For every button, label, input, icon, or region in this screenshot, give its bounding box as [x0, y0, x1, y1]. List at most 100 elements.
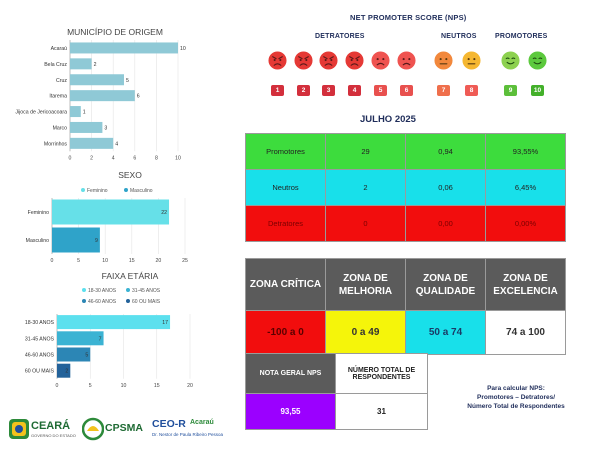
legend-label: 18-30 ANOS	[88, 288, 117, 294]
zone-range: 74 a 100	[485, 310, 566, 355]
x-tick-label: 20	[187, 383, 193, 389]
neutral-face-icon	[434, 51, 453, 70]
results-cell-ratio: 0,94	[405, 133, 486, 170]
cpsma-emblem-icon	[82, 417, 104, 441]
category-label: 18-30 ANOS	[25, 320, 55, 326]
data-label: 1	[83, 110, 86, 116]
zone-range: 0 a 49	[325, 310, 406, 355]
results-row: Detratores 0 0,00 0,00%	[245, 205, 566, 242]
bar	[52, 227, 100, 253]
legend-swatch	[81, 188, 85, 192]
zones-table: ZONA CRÍTICA ZONA DE MELHORIA ZONA DE QUAL…	[245, 258, 566, 355]
results-cell-percent: 93,55%	[485, 133, 566, 170]
ceo-logo-city: Acaraú	[190, 419, 214, 426]
legend-swatch	[82, 299, 86, 303]
nota-label: NOTA GERAL NPS	[245, 353, 336, 394]
bar	[57, 363, 71, 378]
x-tick-label: 10	[175, 155, 181, 161]
formula-line-1: Para calcular NPS:	[487, 385, 545, 392]
formula-line-3: Número Total de Respondentes	[467, 403, 565, 410]
data-label: 2	[65, 369, 68, 375]
municipio-chart-title: MUNICÍPIO DE ORIGEM	[67, 27, 163, 37]
sexo-chart-title: SEXO	[118, 170, 142, 180]
legend-item-0: Feminino	[81, 188, 108, 194]
sad-face-icon	[371, 51, 390, 70]
ceara-logo-text: CEARÁ	[31, 420, 71, 432]
results-cell-label: Detratores	[245, 205, 326, 242]
period-title: JULHO 2025	[360, 114, 416, 125]
score-badge-1: 1	[271, 85, 284, 96]
category-label: Masculino	[26, 238, 49, 244]
ceara-logo: CEARÁ GOVERNO DO ESTADO	[8, 414, 76, 444]
promotores-label: PROMOTORES	[495, 33, 548, 40]
total-value: 31	[335, 393, 428, 430]
results-cell-percent: 0,00%	[485, 205, 566, 242]
angry-face-icon	[345, 51, 364, 70]
results-cell-count: 0	[325, 205, 406, 242]
ceo-logo: CEO-R Acaraú Dr. Nestor de Paula Ribeiro…	[152, 414, 244, 444]
results-table: Promotores 29 0,94 93,55% Neutros 2 0,06 6,45% D…	[245, 133, 566, 242]
category-label: Morrinhos	[44, 141, 67, 147]
cpsma-logo-text: CPSMA	[105, 422, 143, 434]
x-tick-label: 10	[121, 383, 127, 389]
data-label: 9	[95, 238, 98, 244]
data-label: 2	[94, 62, 97, 68]
x-tick-label: 0	[56, 383, 59, 389]
score-badge-2: 2	[297, 85, 310, 96]
nota-value: 93,55	[245, 393, 336, 430]
results-cell-count: 2	[325, 169, 406, 206]
zone-header: ZONA DE EXCELENCIA	[485, 258, 566, 311]
results-cell-label: Promotores	[245, 133, 326, 170]
results-cell-percent: 6,45%	[485, 169, 566, 206]
legend-item-1: Masculino	[124, 188, 153, 194]
data-label: 5	[85, 353, 88, 359]
bar	[70, 121, 103, 133]
summary-table: NOTA GERAL NPS NÚMERO TOTAL DE RESPONDEN…	[245, 353, 428, 430]
results-row: Promotores 29 0,94 93,55%	[245, 133, 566, 170]
category-label: Acaraú	[51, 46, 68, 52]
score-badge-4: 4	[348, 85, 361, 96]
total-label: NÚMERO TOTAL DE RESPONDENTES	[335, 353, 428, 394]
results-cell-label: Neutros	[245, 169, 326, 206]
legend-label: Masculino	[130, 188, 153, 194]
angry-face-icon	[319, 51, 338, 70]
ceo-logo-subtext: Dr. Nestor de Paula Ribeiro Pessoa	[152, 432, 224, 437]
formula-line-2: Promotores – Detratores/	[476, 394, 556, 401]
legend-swatch	[126, 299, 130, 303]
angry-face-icon	[268, 51, 287, 70]
legend-swatch	[124, 188, 128, 192]
ceara-logo-subtext: GOVERNO DO ESTADO	[31, 433, 76, 438]
results-cell-ratio: 0,00	[405, 205, 486, 242]
angry-face-icon	[294, 51, 313, 70]
legend-label: Feminino	[87, 188, 108, 194]
formula-text: Para calcular NPS: Promotores – Detrator…	[452, 384, 580, 411]
category-label: Cruz	[56, 78, 67, 84]
x-tick-label: 2	[90, 155, 93, 161]
x-tick-label: 10	[102, 258, 108, 264]
results-row: Neutros 2 0,06 6,45%	[245, 169, 566, 206]
category-label: Marco	[53, 125, 68, 131]
bar	[70, 58, 92, 70]
cpsma-logo: CPSMA	[82, 414, 150, 444]
x-tick-label: 4	[112, 155, 115, 161]
happy-face-icon	[528, 51, 547, 70]
zone-header: ZONA CRÍTICA	[245, 258, 326, 311]
legend-swatch	[82, 288, 86, 292]
x-tick-label: 8	[155, 155, 158, 161]
zone-header: ZONA DE QUALIDADE	[405, 258, 486, 311]
legend-swatch	[126, 288, 130, 292]
legend-item-0: 18-30 ANOS	[82, 288, 117, 294]
bar	[70, 90, 135, 102]
category-label: 46-60 ANOS	[25, 353, 55, 359]
category-label: 60 OU MAIS	[25, 369, 55, 375]
legend-label: 46-60 ANOS	[88, 299, 117, 305]
legend-label: 60 OU MAIS	[132, 299, 161, 305]
detratores-label: DETRATORES	[315, 33, 365, 40]
ceo-logo-text: CEO-R	[152, 418, 186, 430]
data-label: 5	[126, 78, 129, 84]
x-tick-label: 0	[51, 258, 54, 264]
x-tick-label: 20	[156, 258, 162, 264]
results-cell-count: 29	[325, 133, 406, 170]
faixa-chart-title: FAIXA ETÁRIA	[101, 271, 159, 281]
legend-item-3: 60 OU MAIS	[126, 299, 161, 305]
